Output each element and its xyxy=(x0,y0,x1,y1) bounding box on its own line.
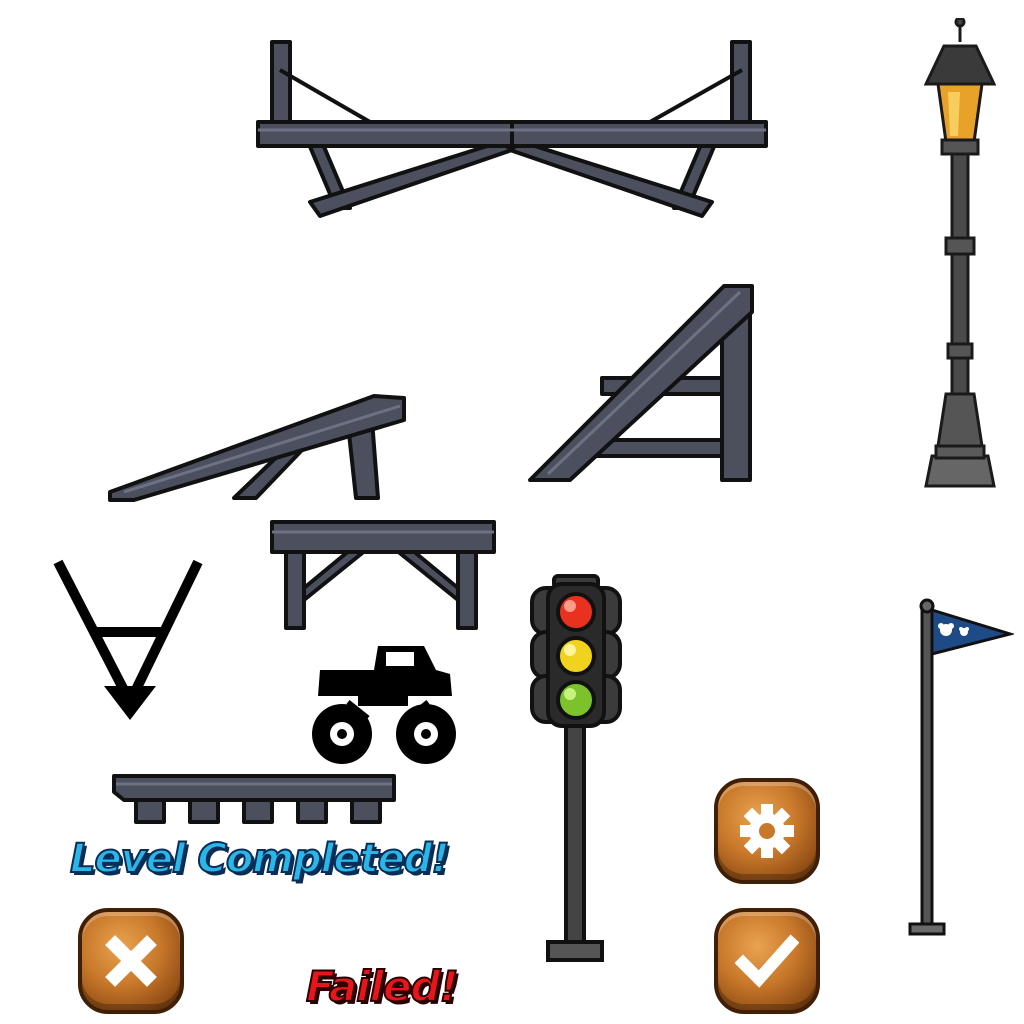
goal-flag-sprite xyxy=(908,598,1014,936)
settings-button[interactable] xyxy=(714,778,820,884)
small-ramp-sprite xyxy=(108,394,406,502)
street-lamp-sprite xyxy=(923,18,997,488)
monster-truck-sprite xyxy=(312,646,456,764)
traffic-light-sprite xyxy=(530,574,622,962)
bench-platform-sprite xyxy=(270,520,496,630)
v-arrow-sprite xyxy=(53,559,203,720)
seesaw-sprite xyxy=(256,40,768,218)
confirm-button[interactable] xyxy=(714,908,820,1014)
check-icon xyxy=(735,934,799,988)
large-ramp-sprite xyxy=(528,284,754,482)
level-completed-banner: Level Completed! xyxy=(69,835,451,883)
gear-icon xyxy=(740,804,794,858)
close-icon xyxy=(105,935,157,987)
block-platform-sprite xyxy=(112,774,396,824)
failed-banner: Failed! xyxy=(305,961,460,1012)
close-button[interactable] xyxy=(78,908,184,1014)
